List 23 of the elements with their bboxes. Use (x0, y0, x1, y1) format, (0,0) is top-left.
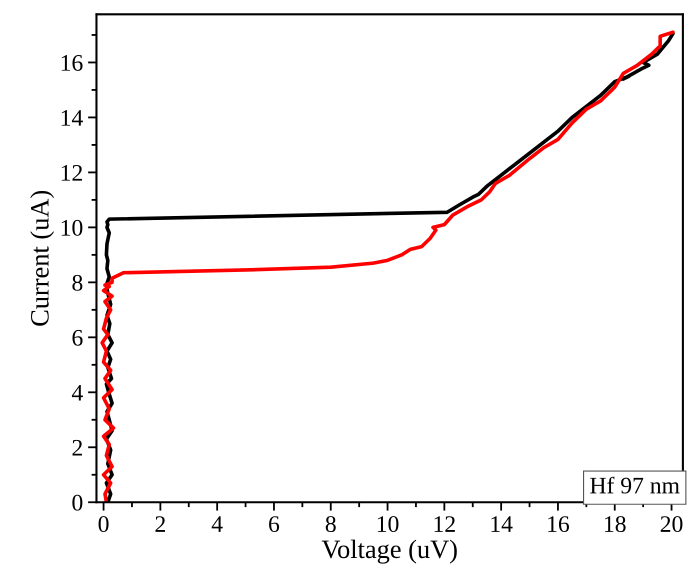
y-tick-label: 4 (72, 384, 83, 400)
annotation: Hf 97 nm (590, 476, 680, 494)
x-tick-label: 14 (491, 516, 513, 532)
x-tick-label: 20 (660, 516, 682, 532)
x-tick-label: 16 (548, 516, 570, 532)
y-tick-label: 6 (72, 330, 83, 346)
y-tick-label: 8 (72, 274, 82, 291)
x-tick-label: 8 (326, 516, 336, 532)
y-tick-label: 0 (72, 494, 82, 511)
x-tick-label: 4 (212, 516, 223, 532)
y-tick-label: 10 (62, 220, 82, 236)
y-tick-label: 14 (62, 110, 83, 126)
y-tick-label: 12 (62, 164, 82, 181)
x-tick-label: 10 (378, 516, 398, 532)
x-tick-label: 12 (434, 516, 455, 532)
x-axis-title: Voltage (uV) (322, 540, 457, 564)
x-tick-label: 0 (98, 516, 109, 532)
y-tick-label: 2 (72, 440, 82, 456)
y-tick-label: 16 (62, 55, 83, 71)
x-tick-label: 18 (605, 516, 626, 532)
x-tick-label: 6 (269, 516, 280, 532)
x-tick-label: 2 (155, 516, 165, 532)
y-axis-title: Current (uA) (30, 190, 54, 326)
